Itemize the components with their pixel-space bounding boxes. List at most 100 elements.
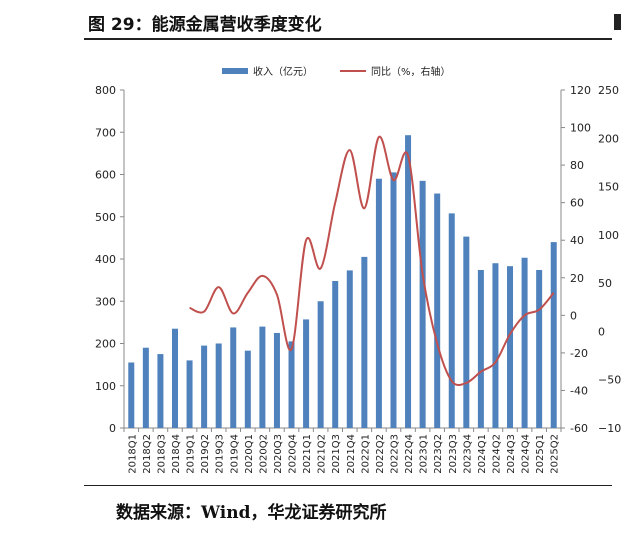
- left-tick-label: 800: [95, 84, 116, 97]
- x-tick-label: 2025Q1: [535, 434, 546, 474]
- x-tick-label: 2022Q2: [375, 434, 386, 474]
- left-tick-label: 300: [95, 295, 116, 308]
- x-tick-label: 2023Q4: [462, 434, 473, 474]
- right-tick-label: 60: [570, 197, 584, 210]
- revenue-bar: [142, 347, 149, 428]
- right-tick-label: -20: [570, 347, 588, 360]
- x-tick-label: 2022Q4: [404, 434, 415, 474]
- revenue-bar: [477, 269, 484, 428]
- revenue-bar: [171, 328, 178, 428]
- revenue-bar: [259, 326, 266, 428]
- revenue-bar: [405, 135, 412, 428]
- x-tick-label: 2018Q2: [142, 434, 153, 474]
- revenue-bar: [375, 178, 382, 428]
- x-tick-labels: 2018Q1 2018Q2 2018Q3 2018Q4 2019Q1 2019Q2 2019…: [127, 434, 560, 474]
- source-note: 数据来源：Wind，华龙证券研究所: [116, 503, 387, 523]
- right-tick-label: -40: [570, 384, 588, 397]
- legend-bar-swatch: [222, 68, 248, 74]
- next-axis-tick-label: 200: [598, 132, 619, 145]
- x-tick-label: 2018Q3: [156, 434, 167, 474]
- next-axis-tick-label: −100: [598, 422, 621, 435]
- right-tick-label: -60: [570, 422, 588, 435]
- revenue-bar: [201, 345, 208, 428]
- legend-line-label: 同比（%，右轴）: [371, 65, 451, 78]
- x-tick-label: 2024Q2: [491, 434, 502, 474]
- next-axis-tick-label: 150: [598, 181, 619, 194]
- legend-bar-label: 收入（亿元）: [253, 65, 313, 78]
- x-tick-label: 2020Q1: [244, 434, 255, 474]
- revenue-bar: [317, 301, 324, 428]
- revenue-bar: [230, 327, 237, 428]
- x-tick-label: 2019Q2: [200, 434, 211, 474]
- x-tick-label: 2025Q2: [550, 434, 561, 474]
- x-tick-label: 2023Q2: [433, 434, 444, 474]
- revenue-bar: [463, 236, 470, 428]
- x-tick-label: 2021Q2: [317, 434, 328, 474]
- revenue-bar: [288, 341, 295, 428]
- revenue-bar: [346, 270, 353, 428]
- right-tick-label: 80: [570, 159, 584, 172]
- next-axis-tick-label: 50: [598, 277, 612, 290]
- x-tick-label: 2020Q2: [258, 434, 269, 474]
- revenue-bar: [419, 180, 426, 428]
- x-tick-label: 2020Q4: [288, 434, 299, 474]
- revenue-bar: [390, 172, 397, 428]
- x-tick-label: 2019Q3: [215, 434, 226, 474]
- left-tick-label: 600: [95, 169, 116, 182]
- revenue-bar: [186, 360, 193, 428]
- x-tick-label: 2021Q1: [302, 434, 313, 474]
- revenue-bar: [303, 319, 310, 428]
- next-axis-tick-label: 0: [598, 325, 605, 338]
- right-tick-label: 120: [570, 84, 591, 97]
- x-tick-label: 2021Q4: [346, 434, 357, 474]
- x-tick-label: 2024Q3: [506, 434, 517, 474]
- revenue-bar: [244, 350, 251, 428]
- revenue-bar: [128, 362, 135, 428]
- revenue-bar: [215, 343, 222, 428]
- x-tick-label: 2020Q3: [273, 434, 284, 474]
- x-tick-label: 2024Q4: [521, 434, 532, 474]
- title-divider: [84, 38, 612, 40]
- x-tick-label: 2018Q4: [171, 434, 182, 474]
- x-tick-label: 2023Q1: [419, 434, 430, 474]
- right-tick-label: 100: [570, 122, 591, 135]
- x-tick-label: 2022Q3: [389, 434, 400, 474]
- revenue-bar: [536, 269, 543, 428]
- left-tick-label: 100: [95, 380, 116, 393]
- revenue-bar: [332, 280, 339, 428]
- yoy-line: [189, 135, 555, 387]
- revenue-bar: [550, 242, 557, 428]
- revenue-bar: [273, 332, 280, 428]
- figure-title: 图 29：能源金属营收季度变化: [88, 15, 322, 35]
- next-axis-tick-label: −50: [598, 374, 621, 387]
- right-tick-label: 20: [570, 272, 584, 285]
- x-tick-label: 2019Q1: [186, 434, 197, 474]
- next-figure-axis: 250 200 150 100 50 0 −50 −100: [598, 84, 621, 435]
- left-tick-label: 200: [95, 338, 116, 351]
- next-axis-tick-label: 250: [598, 84, 619, 97]
- axes: 0 100 200 300 400 500 600 700 800 -60 -40 -20 0 20 40 6…: [95, 84, 591, 435]
- revenue-bar: [157, 354, 164, 428]
- revenue-bar: [448, 213, 455, 428]
- source-divider: [84, 485, 612, 486]
- revenue-bar: [521, 257, 528, 428]
- revenue-bar: [434, 193, 441, 428]
- line-series: [189, 135, 555, 387]
- x-tick-label: 2019Q4: [229, 434, 240, 474]
- x-tick-label: 2018Q1: [127, 434, 138, 474]
- right-tick-label: 40: [570, 234, 584, 247]
- next-figure-marker: [614, 14, 621, 30]
- left-tick-label: 700: [95, 126, 116, 139]
- left-tick-label: 500: [95, 211, 116, 224]
- revenue-bar: [507, 266, 514, 428]
- left-tick-label: 0: [109, 422, 116, 435]
- x-tick-label: 2022Q1: [360, 434, 371, 474]
- revenue-bar: [492, 263, 499, 428]
- right-tick-label: 0: [570, 309, 577, 322]
- revenue-bar: [361, 256, 368, 428]
- next-axis-tick-label: 100: [598, 229, 619, 242]
- left-tick-label: 400: [95, 253, 116, 266]
- x-tick-label: 2024Q1: [477, 434, 488, 474]
- x-tick-label: 2023Q3: [448, 434, 459, 474]
